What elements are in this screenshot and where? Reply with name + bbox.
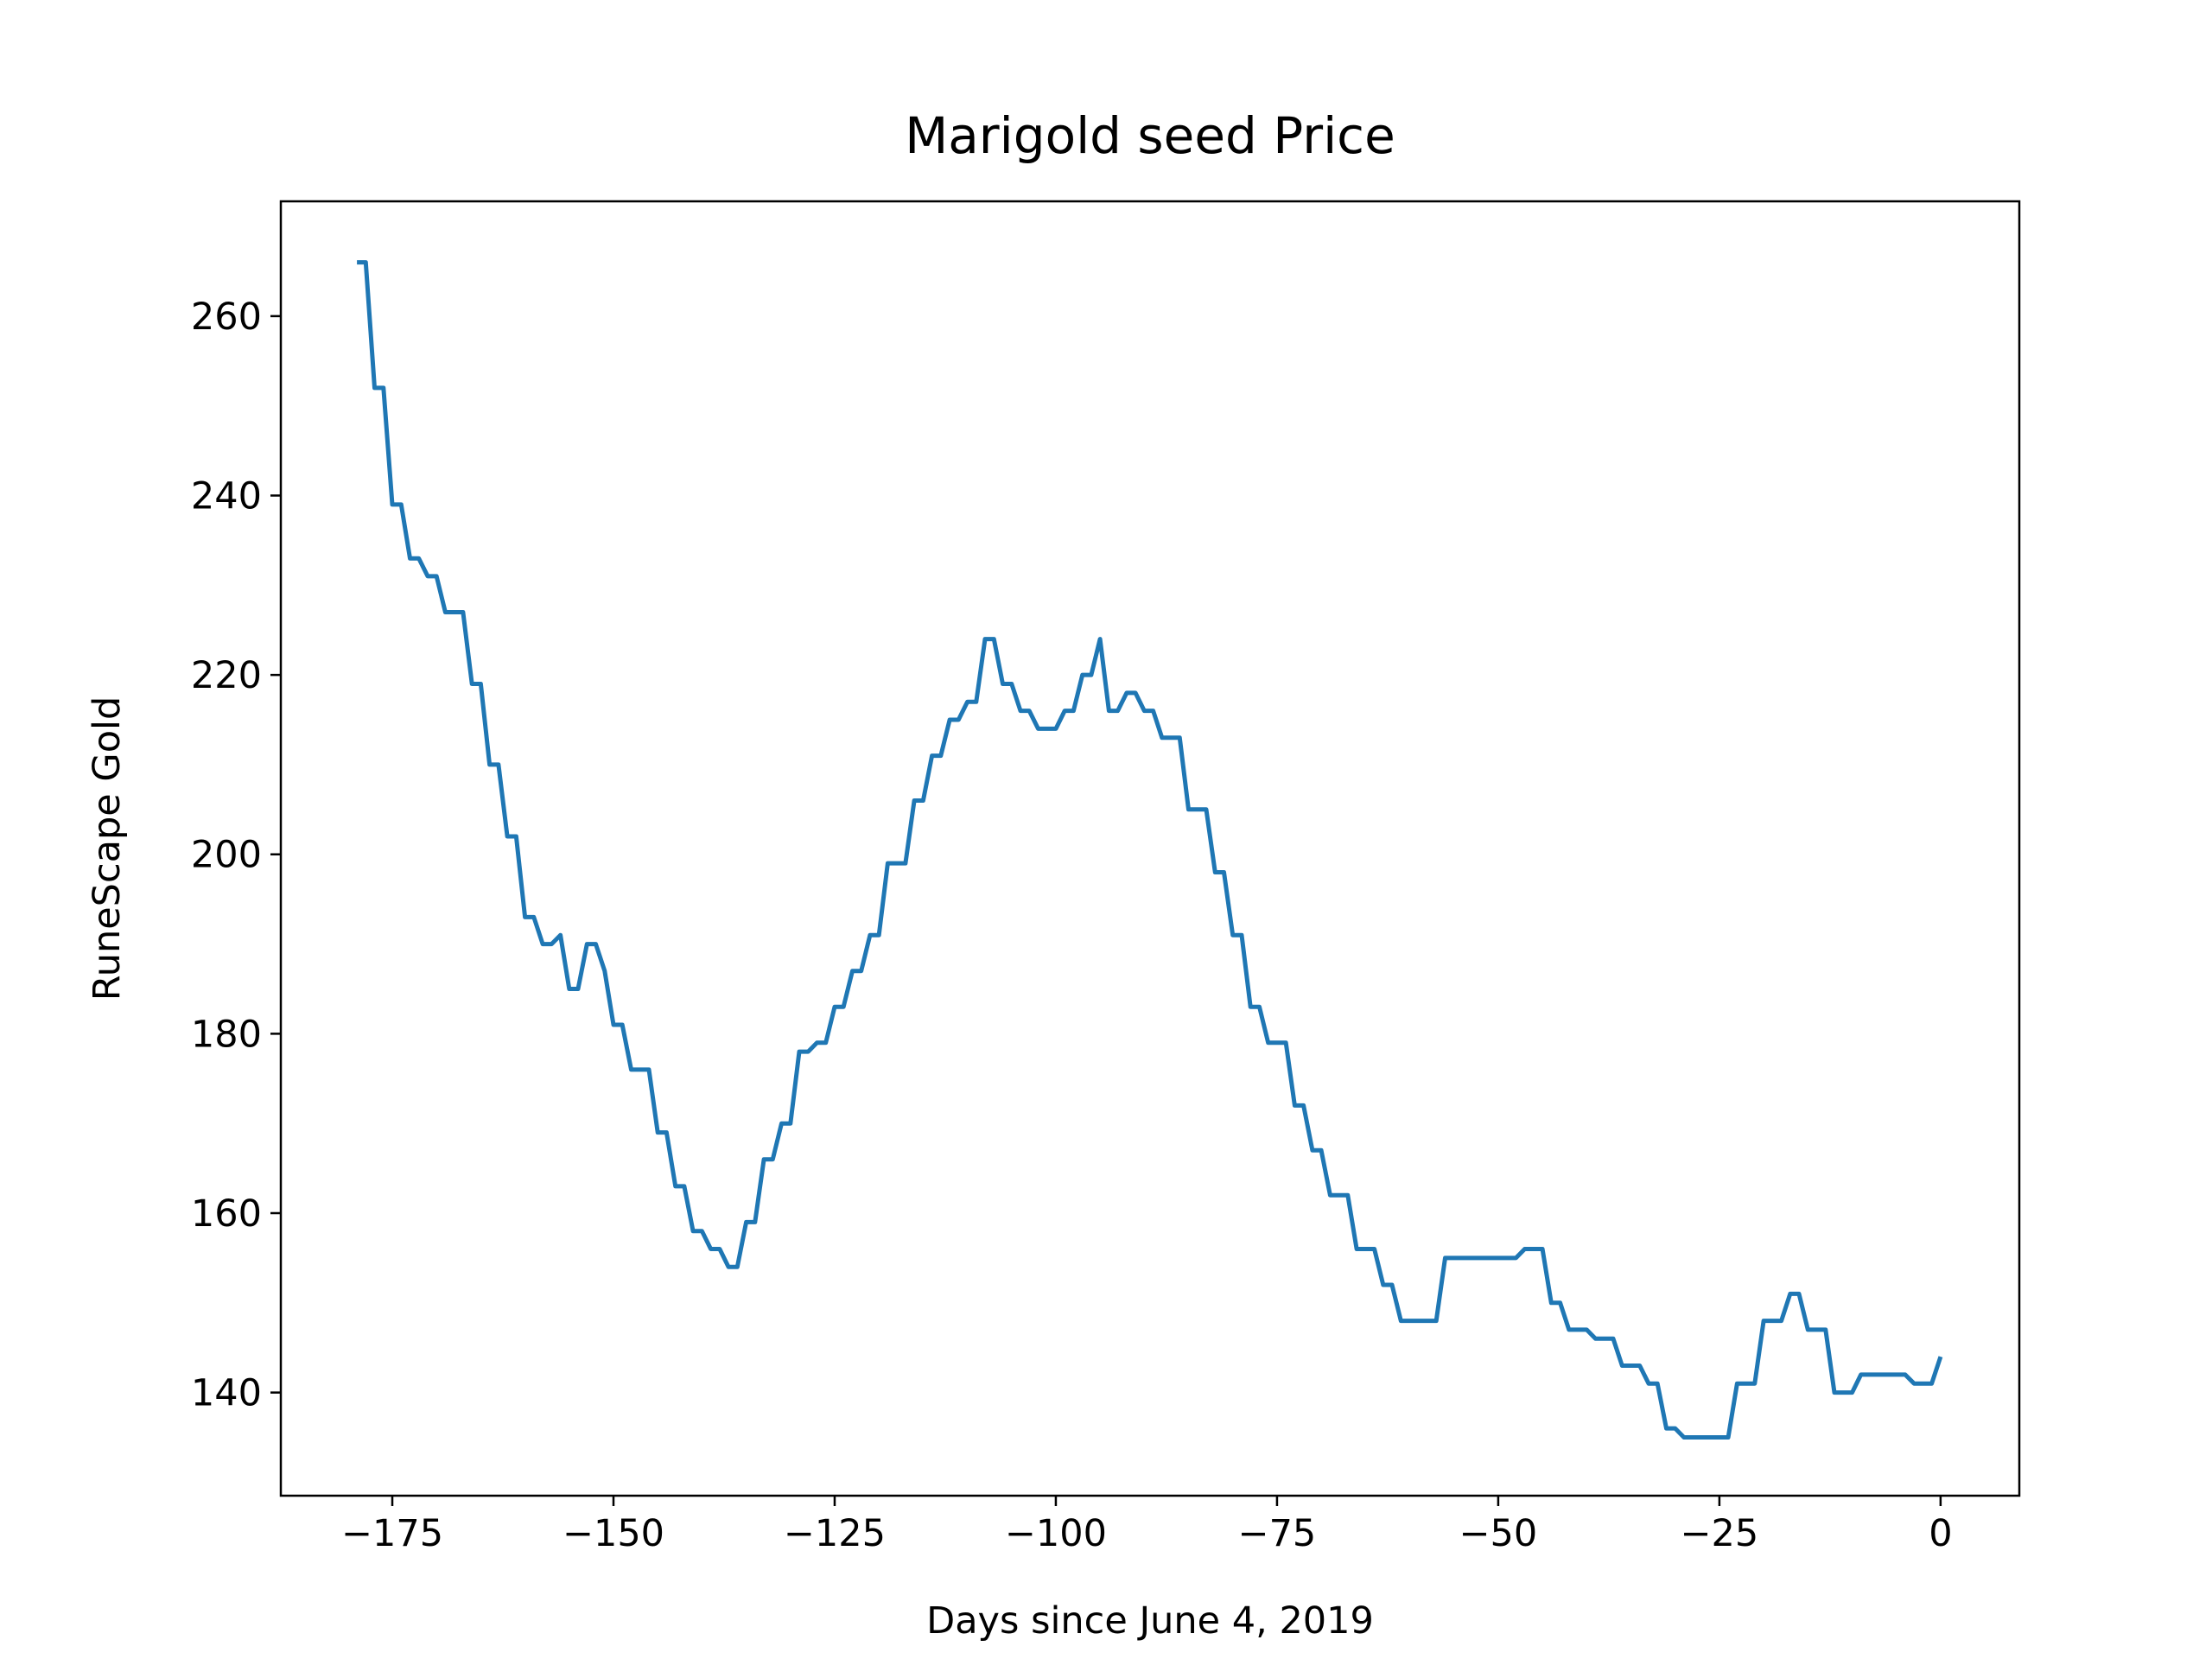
y-tick-label: 220 — [191, 654, 262, 697]
y-tick-label: 140 — [191, 1372, 262, 1415]
x-tick-label: −25 — [1681, 1512, 1759, 1555]
x-tick-label: −75 — [1238, 1512, 1317, 1555]
plot-frame — [279, 200, 2021, 1497]
chart-title: Marigold seed Price — [905, 106, 1395, 165]
y-tick-label: 200 — [191, 834, 262, 877]
y-tick-label: 240 — [191, 475, 262, 518]
x-tick-label: −50 — [1459, 1512, 1538, 1555]
x-tick-label: −100 — [1005, 1512, 1107, 1555]
x-tick-label: −125 — [784, 1512, 886, 1555]
y-tick-label: 160 — [191, 1192, 262, 1236]
y-tick-label: 180 — [191, 1013, 262, 1056]
x-axis-label: Days since June 4, 2019 — [926, 1599, 1374, 1643]
y-axis-label: RuneScape Gold — [86, 696, 129, 1001]
x-tick-label: −150 — [563, 1512, 664, 1555]
y-tick-label: 260 — [191, 296, 262, 339]
x-tick-label: −175 — [341, 1512, 443, 1555]
price-line — [357, 260, 1943, 1440]
x-tick-label: 0 — [1929, 1512, 1952, 1555]
